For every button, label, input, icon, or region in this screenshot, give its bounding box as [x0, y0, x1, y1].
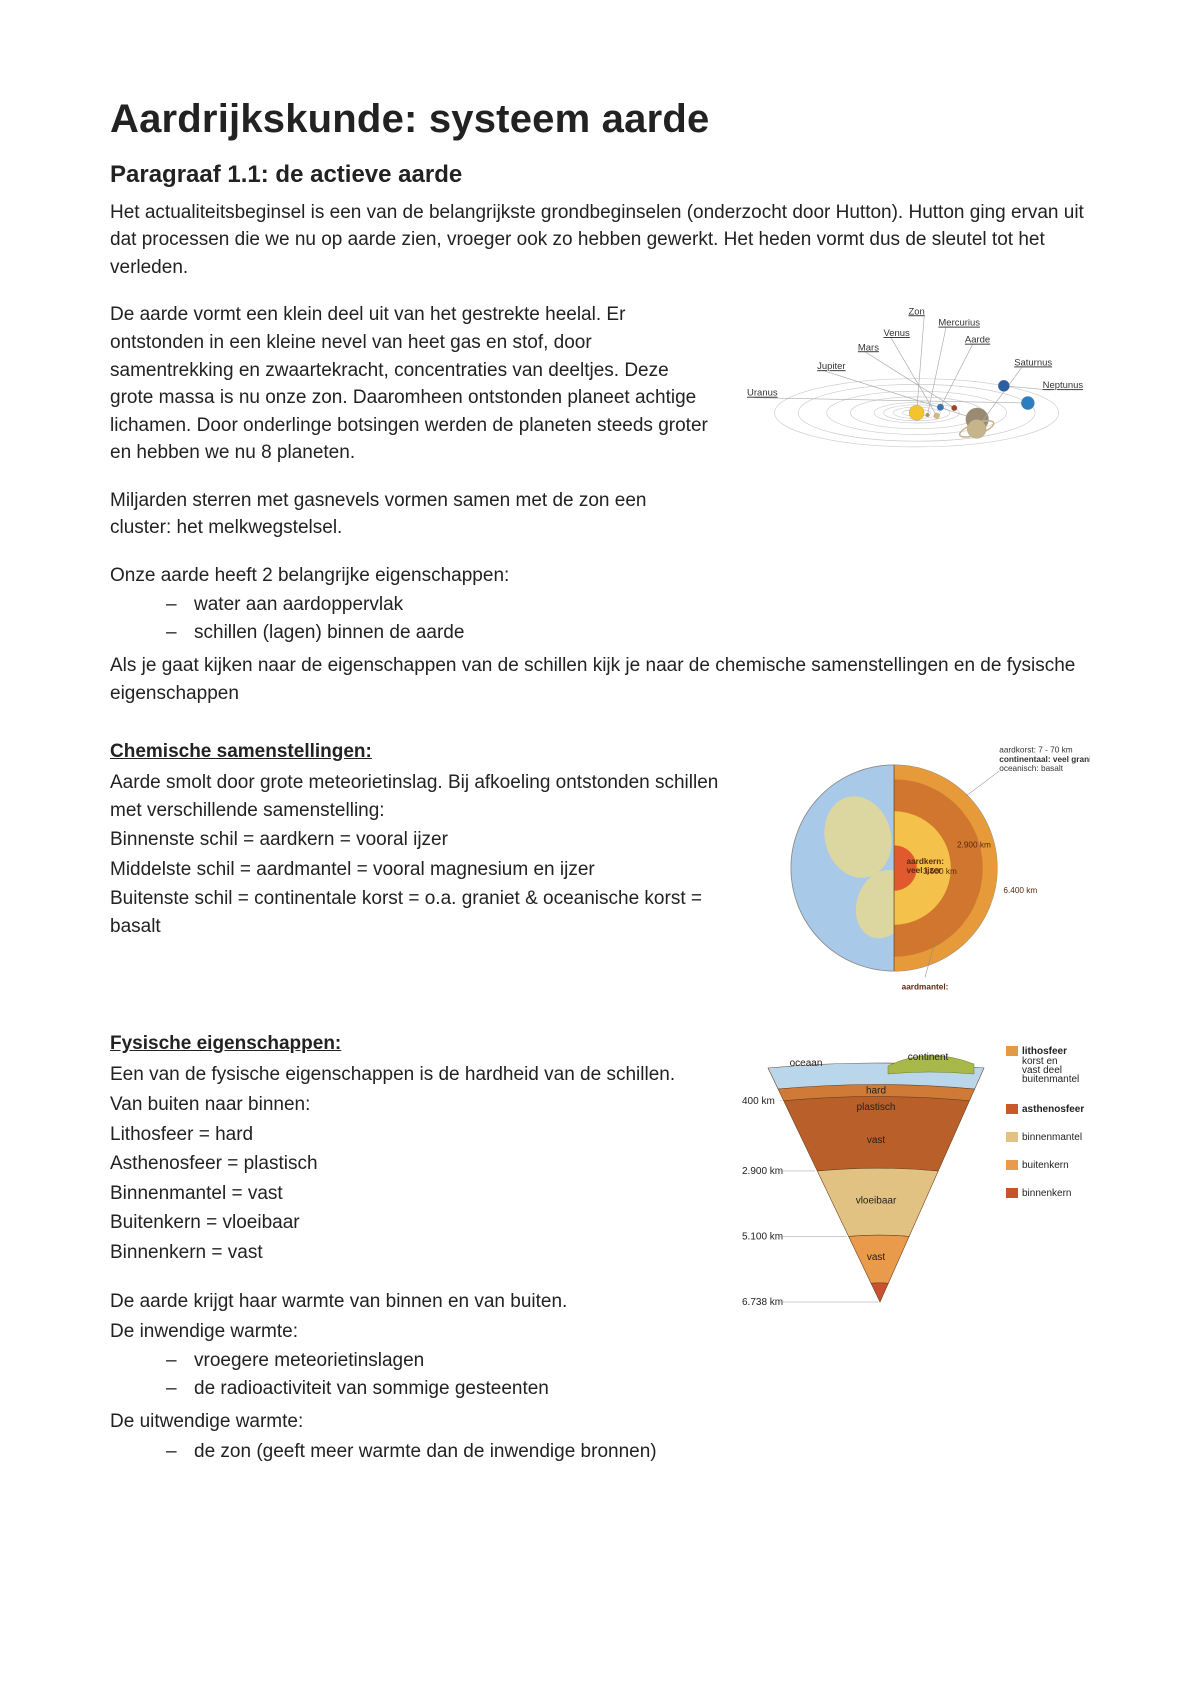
phys-heading: Fysische eigenschappen:	[110, 1030, 710, 1058]
svg-text:buitenmantel: buitenmantel	[1022, 1074, 1079, 1085]
heat-intro: De aarde krijgt haar warmte van binnen e…	[110, 1288, 710, 1316]
intro-paragraph: Het actualiteitsbeginsel is een van de b…	[110, 199, 1090, 282]
props-intro: Onze aarde heeft 2 belangrijke eigenscha…	[110, 562, 1090, 590]
svg-text:400 km: 400 km	[742, 1096, 775, 1107]
section-heading: Paragraaf 1.1: de actieve aarde	[110, 158, 1090, 193]
phys-item: Buitenkern = vloeibaar	[110, 1209, 710, 1237]
svg-text:Saturnus: Saturnus	[1014, 358, 1052, 369]
phys-item: Binnenkern = vast	[110, 1239, 710, 1267]
chem-heading: Chemische samenstellingen:	[110, 738, 740, 766]
phys-sub: Van buiten naar binnen:	[110, 1091, 710, 1119]
chem-line: Buitenste schil = continentale korst = o…	[110, 885, 740, 940]
chem-line: Binnenste schil = aardkern = vooral ijze…	[110, 826, 740, 854]
phys-item: Lithosfeer = hard	[110, 1121, 710, 1149]
phys-item: Binnenmantel = vast	[110, 1180, 710, 1208]
svg-text:Jupiter: Jupiter	[817, 362, 845, 373]
chem-line: Middelste schil = aardmantel = vooral ma…	[110, 856, 740, 884]
svg-text:buitenkern: buitenkern	[1022, 1160, 1069, 1171]
svg-text:2.900 km: 2.900 km	[742, 1166, 783, 1177]
solar-system-diagram: Uranus Jupiter Mars Venus Zon Mercurius Aarde S…	[730, 301, 1090, 480]
svg-text:Venus: Venus	[883, 328, 910, 339]
svg-text:5.100 km: 5.100 km	[742, 1231, 783, 1242]
svg-text:Mercurius: Mercurius	[938, 318, 980, 329]
heat-out-item: de zon (geeft meer warmte dan de inwendi…	[170, 1438, 710, 1466]
heat-in-item: de radioactiviteit van sommige gesteente…	[170, 1375, 710, 1403]
svg-text:binnenmantel: binnenmantel	[1022, 1132, 1082, 1143]
earth-layers-wedge-diagram: oceaan continent hard plastisch vast vloeibaa…	[730, 1024, 1090, 1333]
svg-text:Uranus: Uranus	[747, 388, 778, 399]
svg-text:binnenkern: binnenkern	[1022, 1188, 1071, 1199]
svg-text:2.900 km: 2.900 km	[957, 840, 991, 849]
props-item: schillen (lagen) binnen de aarde	[170, 619, 1090, 647]
svg-text:oceaan: oceaan	[790, 1058, 823, 1069]
earth-cutaway-diagram: aardkorst: 7 - 70 kmcontinentaal: veel g…	[760, 736, 1090, 1002]
svg-text:6.400 km: 6.400 km	[1003, 885, 1037, 894]
heat-in-list: vroegere meteorietinslagende radioactivi…	[110, 1347, 710, 1402]
phys-intro: Een van de fysische eigenschappen is de …	[110, 1061, 710, 1089]
heat-out-label: De uitwendige warmte:	[110, 1408, 710, 1436]
chem-body: Aarde smolt door grote meteorietinslag. …	[110, 769, 740, 940]
paragraph-melkweg: Miljarden sterren met gasnevels vormen s…	[110, 487, 710, 542]
props-outro: Als je gaat kijken naar de eigenschappen…	[110, 652, 1090, 707]
svg-text:hard: hard	[866, 1086, 886, 1097]
svg-text:Neptunus: Neptunus	[1043, 381, 1084, 392]
svg-text:Zon: Zon	[908, 307, 924, 318]
svg-text:Aarde: Aarde	[965, 335, 990, 346]
svg-text:Mars: Mars	[858, 343, 879, 354]
svg-text:aardmantel:veel magnesium en i: aardmantel:veel magnesium en ijzer	[881, 982, 970, 993]
svg-text:asthenosfeer: asthenosfeer	[1022, 1104, 1084, 1115]
paragraph-heelal: De aarde vormt een klein deel uit van he…	[110, 301, 710, 466]
heat-in-label: De inwendige warmte:	[110, 1318, 710, 1346]
props-item: water aan aardoppervlak	[170, 591, 1090, 619]
chem-line: Aarde smolt door grote meteorietinslag. …	[110, 769, 740, 824]
props-list: water aan aardoppervlakschillen (lagen) …	[110, 591, 1090, 646]
phys-item: Asthenosfeer = plastisch	[110, 1150, 710, 1178]
svg-text:3.500 km: 3.500 km	[923, 867, 957, 876]
svg-text:continent: continent	[908, 1052, 949, 1063]
page-title: Aardrijkskunde: systeem aarde	[110, 90, 1090, 148]
svg-text:vloeibaar: vloeibaar	[856, 1196, 897, 1207]
svg-text:vast: vast	[867, 1252, 886, 1263]
heat-out-list: de zon (geeft meer warmte dan de inwendi…	[110, 1438, 710, 1466]
svg-text:6.738 km: 6.738 km	[742, 1297, 783, 1308]
phys-list: Lithosfeer = hardAsthenosfeer = plastisc…	[110, 1121, 710, 1267]
svg-text:plastisch: plastisch	[857, 1102, 896, 1113]
svg-text:aardkorst: 7 - 70 kmcontinenta: aardkorst: 7 - 70 kmcontinentaal: veel g…	[999, 745, 1090, 773]
heat-in-item: vroegere meteorietinslagen	[170, 1347, 710, 1375]
svg-text:vast: vast	[867, 1135, 886, 1146]
